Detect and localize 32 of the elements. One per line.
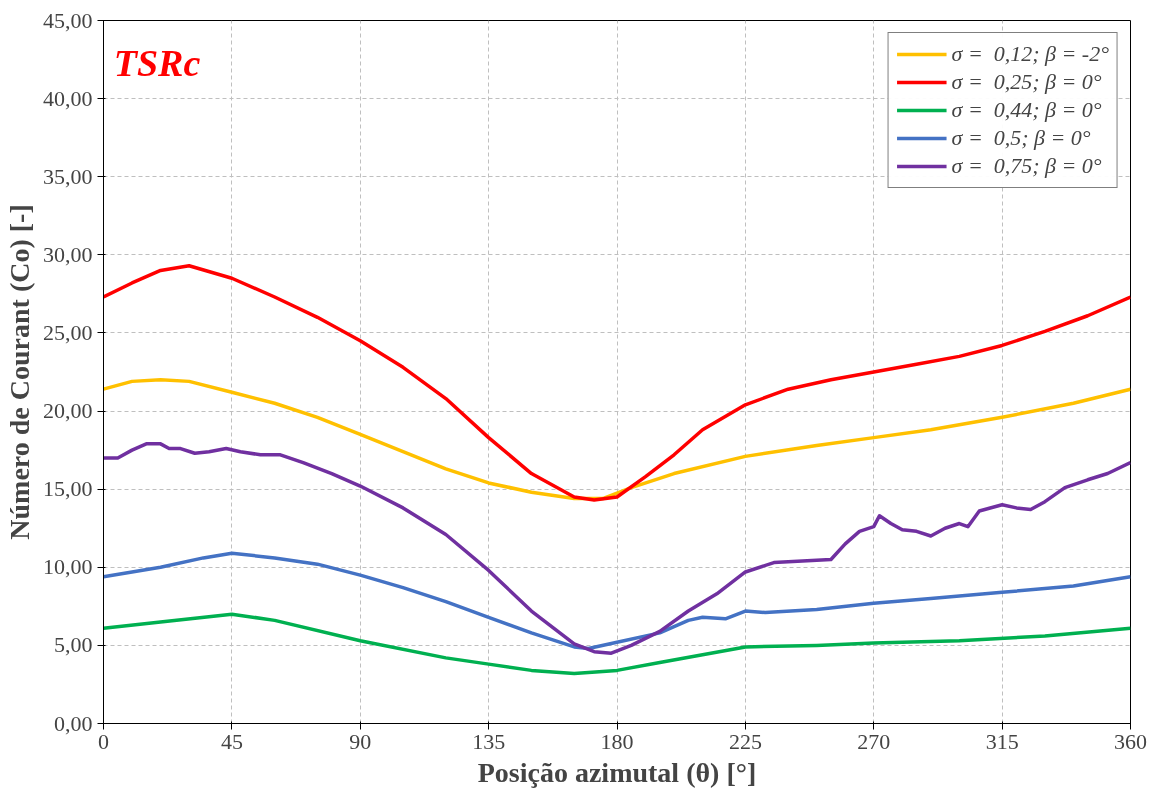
x-tick-label: 90: [349, 728, 372, 754]
x-axis-title: Posição azimutal (θ) [°]: [477, 756, 757, 788]
legend-label: σ = 0,75; β = 0°: [951, 153, 1102, 179]
line-series: [103, 378, 1131, 501]
y-tick-label: 45,00: [43, 7, 93, 33]
y-tick-label: 35,00: [43, 163, 93, 189]
x-tick-label: 315: [985, 728, 1019, 754]
line-series: [103, 442, 1131, 655]
y-tick-label: 25,00: [43, 319, 93, 345]
y-axis-title: Número de Courant (Co) [-]: [4, 204, 35, 540]
y-tick-label: 10,00: [43, 554, 93, 580]
y-tick-label: 30,00: [43, 241, 93, 267]
line-series: [103, 264, 1131, 502]
legend-label: σ = 0,25; β = 0°: [951, 69, 1102, 95]
x-tick-label: 135: [472, 728, 506, 754]
x-tick-label: 270: [857, 728, 891, 754]
line-series: [103, 612, 1131, 676]
x-tick-label: 0: [98, 728, 109, 754]
legend-label: σ = 0,5; β = 0°: [951, 125, 1091, 151]
x-tick-label: 360: [1114, 728, 1147, 754]
x-tick-label: 45: [220, 728, 243, 754]
x-tick-label: 180: [600, 728, 634, 754]
x-tick-label: 225: [728, 728, 762, 754]
y-tick-label: 0,00: [54, 710, 93, 736]
y-tick-label: 40,00: [43, 85, 93, 111]
y-tick-label: 20,00: [43, 398, 93, 424]
y-tick-label: 15,00: [43, 476, 93, 502]
legend-label: σ = 0,12; β = -2°: [951, 41, 1109, 67]
legend-label: σ = 0,44; β = 0°: [951, 97, 1102, 123]
line-series: [103, 551, 1131, 651]
y-tick-label: 5,00: [54, 632, 93, 658]
annotation: TSRc: [113, 41, 201, 84]
